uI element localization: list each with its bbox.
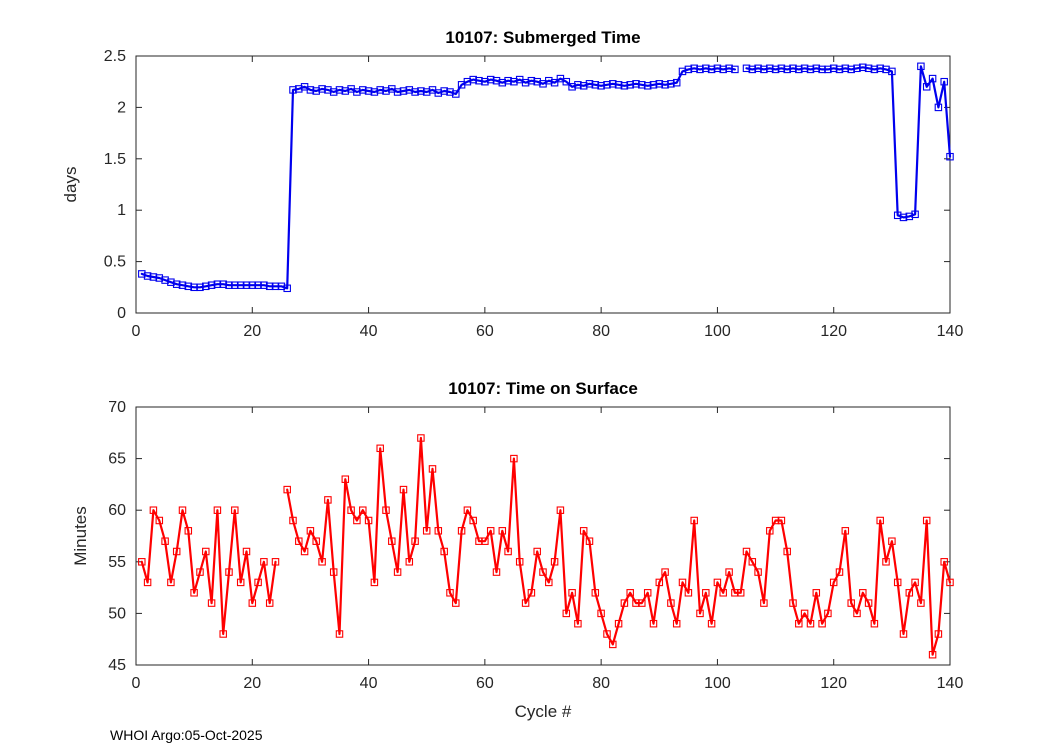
svg-text:80: 80 xyxy=(592,675,610,692)
svg-text:70: 70 xyxy=(108,399,126,416)
series-line xyxy=(140,65,952,290)
svg-text:40: 40 xyxy=(360,323,378,340)
svg-text:45: 45 xyxy=(108,657,126,674)
svg-text:0: 0 xyxy=(132,675,141,692)
y-tick-labels: 0 0.5 1 1.5 2 2.5 xyxy=(104,48,950,322)
svg-text:20: 20 xyxy=(243,323,261,340)
svg-text:50: 50 xyxy=(108,605,126,622)
svg-text:1: 1 xyxy=(117,202,126,219)
svg-text:60: 60 xyxy=(476,675,494,692)
x-axis-label: Cycle # xyxy=(515,702,572,721)
svg-text:2.5: 2.5 xyxy=(104,48,126,65)
svg-text:40: 40 xyxy=(360,675,378,692)
plot-box xyxy=(135,55,951,314)
svg-text:120: 120 xyxy=(820,323,847,340)
svg-text:80: 80 xyxy=(592,323,610,340)
svg-text:100: 100 xyxy=(704,323,731,340)
plot-box xyxy=(135,406,951,666)
time-on-surface-chart: 0 20 40 60 80 100 120 140 45 50 55 60 65 70 10107: Tim… xyxy=(71,379,963,721)
series-markers xyxy=(138,434,954,659)
svg-text:1.5: 1.5 xyxy=(104,151,126,168)
svg-text:65: 65 xyxy=(108,451,126,468)
y-axis-label: Minutes xyxy=(71,506,90,566)
svg-text:140: 140 xyxy=(937,675,964,692)
series-markers xyxy=(138,62,954,293)
y-axis-label: days xyxy=(61,167,80,203)
svg-text:140: 140 xyxy=(937,323,964,340)
svg-text:0: 0 xyxy=(132,323,141,340)
svg-text:2: 2 xyxy=(117,99,126,116)
svg-text:55: 55 xyxy=(108,554,126,571)
chart-title: 10107: Submerged Time xyxy=(445,28,640,47)
svg-text:20: 20 xyxy=(243,675,261,692)
series-line xyxy=(140,436,952,656)
svg-text:60: 60 xyxy=(476,323,494,340)
footer-credit: WHOI Argo:05-Oct-2025 xyxy=(110,727,263,743)
x-tick-labels: 0 20 40 60 80 100 120 140 xyxy=(132,407,964,692)
svg-text:60: 60 xyxy=(108,502,126,519)
svg-text:120: 120 xyxy=(820,675,847,692)
chart-title: 10107: Time on Surface xyxy=(448,379,638,398)
y-tick-labels: 45 50 55 60 65 70 xyxy=(108,399,950,674)
svg-text:0: 0 xyxy=(117,305,126,322)
svg-text:0.5: 0.5 xyxy=(104,254,126,271)
svg-text:100: 100 xyxy=(704,675,731,692)
x-tick-labels: 0 20 40 60 80 100 120 140 xyxy=(132,56,964,340)
submerged-time-chart: 0 20 40 60 80 100 120 140 0 0.5 1 1.5 2 2.5 10107: Sub… xyxy=(61,28,963,340)
